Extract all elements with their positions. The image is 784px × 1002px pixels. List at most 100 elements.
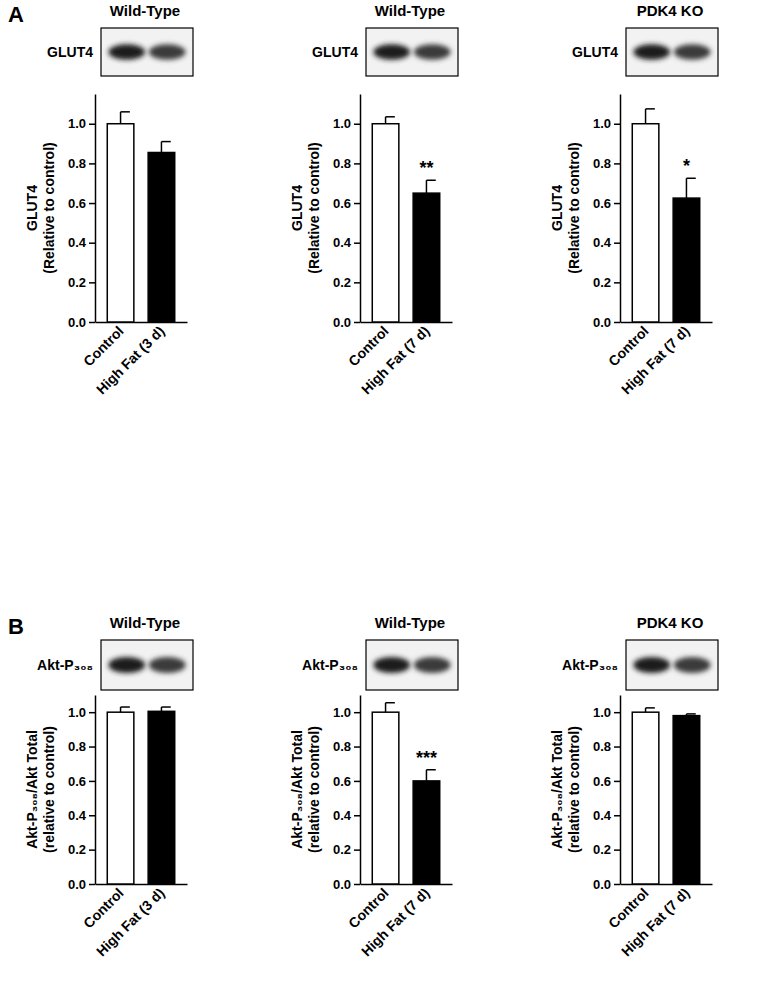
y-axis-line (360, 696, 362, 885)
y-axis-line (95, 95, 97, 323)
error-bar (121, 112, 130, 124)
chart-title: Wild-Type (110, 2, 180, 19)
y-axis: 0.00.20.40.60.81.0 (333, 696, 361, 892)
y-tick-mark (354, 712, 360, 714)
error-bar-cap (686, 713, 695, 715)
y-tick-label: 0.6 (68, 774, 86, 789)
error-bar-cap (121, 706, 130, 708)
error-bar-stem (120, 707, 122, 712)
blot-label: Akt-P₃₀₈ (562, 657, 618, 673)
bar (673, 198, 700, 322)
y-tick: 0.2 (68, 275, 95, 290)
panel-label: A (8, 2, 24, 27)
y-axis: 0.00.20.40.60.81.0 (333, 95, 361, 330)
y-tick: 0.4 (593, 235, 620, 250)
y-axis: 0.00.20.40.60.81.0 (68, 696, 96, 892)
bar (107, 124, 134, 322)
error-bar-stem (385, 117, 387, 124)
x-axis: ControlHigh Fat (7 d) (605, 323, 712, 398)
x-axis: ControlHigh Fat (3 d) (80, 323, 187, 398)
y-tick-label: 1.0 (68, 705, 86, 720)
chart-title: PDK4 KO (637, 2, 704, 19)
y-tick: 0.6 (593, 196, 620, 211)
blot-label: GLUT4 (572, 44, 618, 60)
x-tick: High Fat (3 d) (93, 323, 168, 398)
y-tick-label: 0.2 (333, 842, 351, 857)
y-tick-label: 0.2 (593, 275, 611, 290)
y-tick-label: 0.0 (333, 315, 351, 330)
y-tick-mark (89, 781, 95, 783)
y-tick-mark (354, 849, 360, 851)
y-tick-mark (89, 282, 95, 284)
blot-band (149, 44, 186, 59)
blot-frame (101, 640, 193, 690)
y-axis-title-line: (relative to control) (41, 726, 57, 853)
y-tick-label: 0.2 (68, 275, 86, 290)
chart-panel: AWild-TypeGLUT40.00.20.40.60.81.0Control… (8, 2, 193, 397)
error-bar (426, 180, 435, 193)
error-bar-stem (645, 109, 647, 124)
y-tick: 0.0 (333, 315, 360, 330)
blot-band (674, 44, 711, 59)
significance-label: * (683, 156, 690, 176)
plot-area (372, 703, 439, 884)
y-tick: 0.2 (593, 842, 620, 857)
error-bar (161, 707, 170, 711)
y-tick: 0.0 (68, 315, 95, 330)
y-tick-mark (354, 282, 360, 284)
bar (632, 712, 659, 884)
blot-band (414, 44, 451, 59)
significance-label: ** (419, 158, 433, 178)
y-tick: 0.0 (593, 315, 620, 330)
y-tick-mark (614, 781, 620, 783)
blot-band (373, 44, 410, 59)
x-tick-label: High Fat (7 d) (618, 323, 693, 398)
y-tick: 0.4 (333, 235, 360, 250)
x-axis: ControlHigh Fat (7 d) (345, 885, 452, 960)
y-tick: 0.8 (68, 739, 95, 754)
y-axis-title-line: Akt-P₃₀₈/Akt Total (549, 730, 565, 849)
y-tick: 0.6 (68, 196, 95, 211)
x-tick-label: High Fat (3 d) (93, 885, 168, 960)
error-bar-stem (385, 703, 387, 712)
y-axis-line (620, 696, 622, 885)
y-tick-label: 0.6 (68, 196, 86, 211)
error-bar (686, 714, 695, 716)
y-tick-label: 0.0 (593, 877, 611, 892)
y-tick-mark (89, 123, 95, 125)
y-tick-mark (614, 203, 620, 205)
y-tick: 1.0 (333, 705, 360, 720)
y-tick: 0.8 (333, 739, 360, 754)
x-tick: High Fat (7 d) (618, 885, 693, 960)
y-tick-mark (89, 203, 95, 205)
y-axis: 0.00.20.40.60.81.0 (593, 696, 621, 892)
y-tick-label: 0.4 (593, 808, 612, 823)
y-tick-label: 0.0 (333, 877, 351, 892)
plot-area (107, 112, 174, 322)
bar (372, 124, 399, 322)
blot-frame (101, 28, 193, 76)
y-tick-label: 0.8 (593, 156, 611, 171)
y-tick: 0.2 (593, 275, 620, 290)
y-tick: 1.0 (68, 705, 95, 720)
y-tick-label: 1.0 (333, 116, 351, 131)
y-tick: 0.2 (333, 275, 360, 290)
y-tick-mark (614, 123, 620, 125)
x-axis: ControlHigh Fat (3 d) (80, 885, 187, 960)
y-tick-label: 0.0 (68, 315, 86, 330)
bar (632, 124, 659, 322)
error-bar-cap (386, 116, 395, 118)
y-tick: 0.6 (333, 774, 360, 789)
y-tick-label: 0.4 (333, 235, 352, 250)
x-axis: ControlHigh Fat (7 d) (605, 885, 712, 960)
plot-area (107, 707, 174, 884)
y-axis-title-line: GLUT4 (289, 185, 305, 231)
y-tick: 1.0 (333, 116, 360, 131)
y-tick: 0.6 (333, 196, 360, 211)
y-tick-label: 0.8 (333, 739, 351, 754)
y-tick-mark (354, 815, 360, 817)
y-tick-mark (614, 242, 620, 244)
plot-area (632, 708, 699, 884)
y-tick-mark (354, 781, 360, 783)
x-tick-label: High Fat (7 d) (358, 323, 433, 398)
